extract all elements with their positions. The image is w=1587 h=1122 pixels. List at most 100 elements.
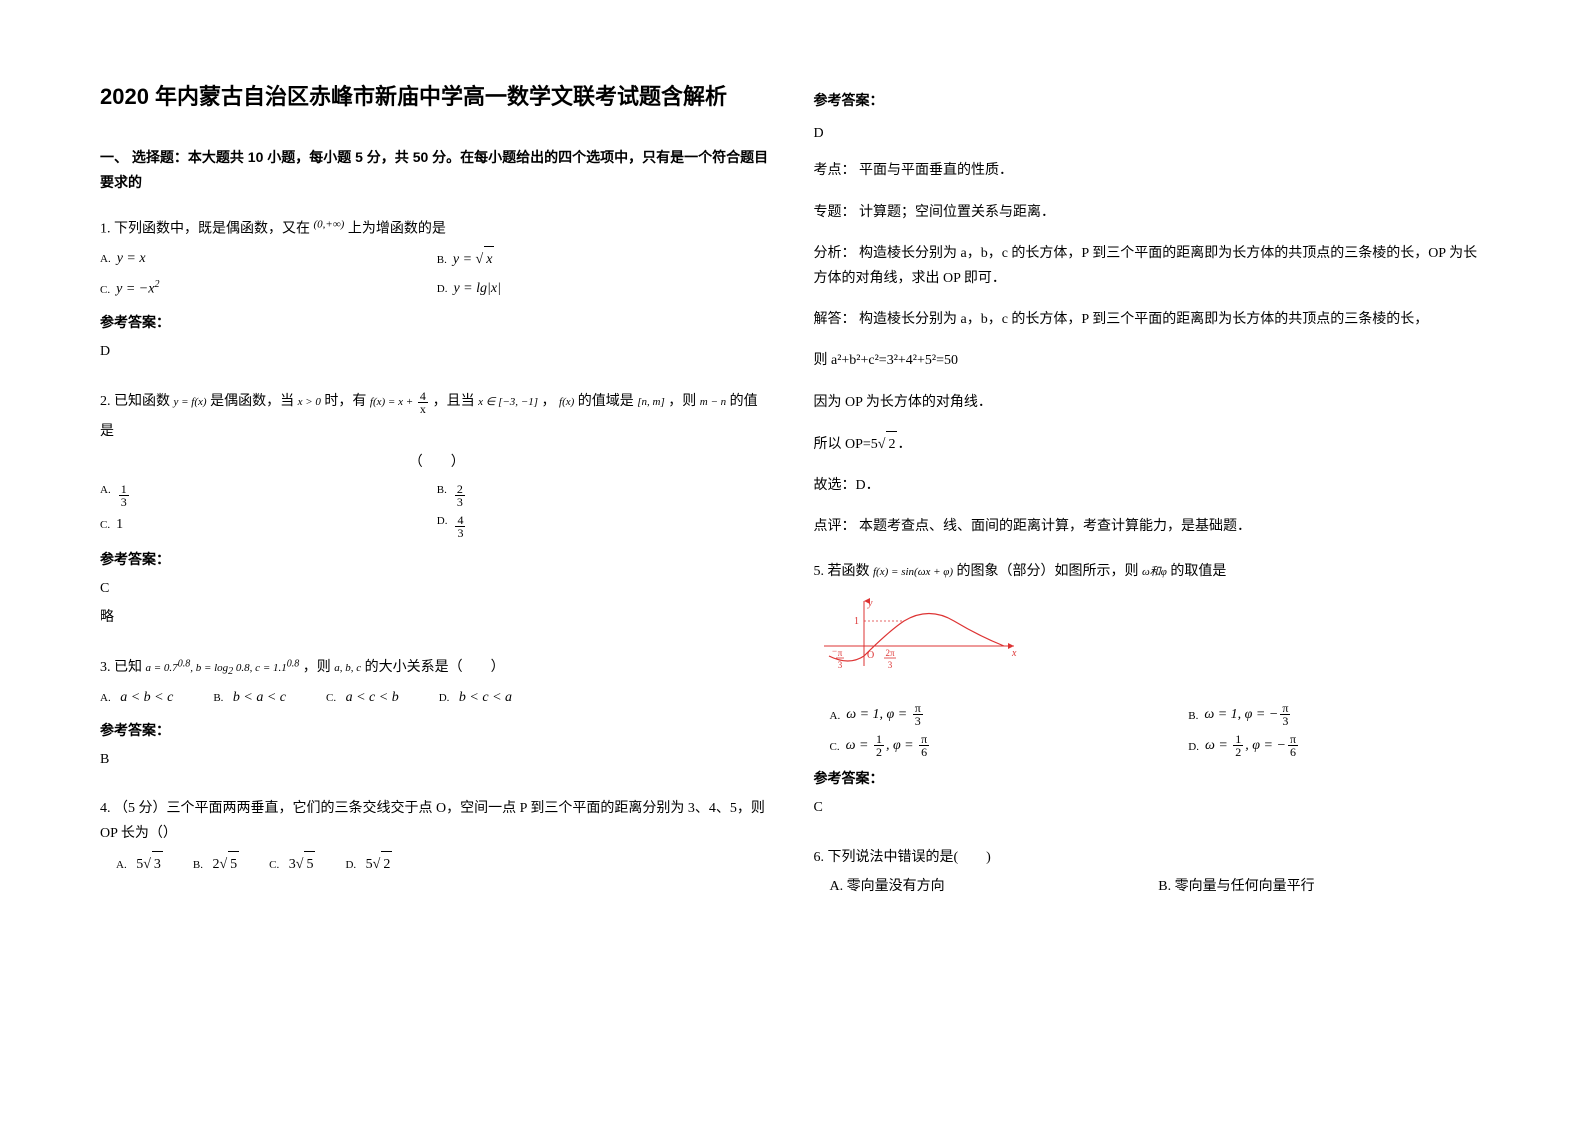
tick-neg-den: 3 — [837, 660, 842, 670]
q5-options: A. ω = 1, φ = π3 B. ω = 1, φ = −π3 C. ω … — [830, 702, 1488, 759]
q5-a-val: ω = 1, φ = π3 — [846, 702, 925, 727]
option-label: A. — [100, 250, 111, 270]
option-label: D. — [1188, 738, 1199, 758]
q5-b-num: π — [1280, 702, 1290, 715]
q5-c-d2: 6 — [919, 746, 929, 758]
q5-c-d1: 2 — [874, 746, 884, 758]
option-label: B. — [1188, 707, 1198, 727]
tick-pos-num: 2π — [885, 648, 895, 658]
q1-interval-val: (0,+∞) — [314, 218, 345, 230]
option-label: C. — [326, 692, 336, 704]
section-1-heading: 一、 选择题：本大题共 10 小题，每小题 5 分，共 50 分。在每小题给出的… — [100, 145, 774, 195]
q2-t9: 是 — [100, 419, 774, 444]
q1-answer: D — [100, 339, 774, 364]
q4-d: 5√2 — [366, 857, 393, 872]
q4-jd: 构造棱长分别为 a，b，c 的长方体，P 到三个平面的距离即为长方体的共顶点的三… — [859, 312, 1428, 327]
option-label: A. — [830, 707, 841, 727]
tick-neg: − — [832, 646, 837, 656]
q2-yeq: y = f(x) — [174, 396, 207, 408]
q2-option-a: A. 13 — [100, 481, 437, 508]
q1-option-a: A. y = x — [100, 246, 437, 272]
q3-options: A. a < b < c B. b < a < c C. a < c < b D… — [100, 685, 774, 710]
q3-answer: B — [100, 747, 774, 772]
option-label: B. — [213, 692, 223, 704]
q1-answer-label: 参考答案： — [100, 310, 774, 335]
q2-nm: [n, m] — [637, 396, 665, 408]
q4-l4-pre: 所以 OP=5 — [814, 437, 878, 452]
q4-sol-kp: 考点： 平面与平面垂直的性质． — [814, 158, 1488, 183]
q2-options-row-2: C. 1 D. 43 — [100, 512, 774, 539]
q3-option-a: A. a < b < c — [100, 685, 173, 710]
q2-fx: f(x) — [559, 396, 574, 408]
q2-note: 略 — [100, 605, 774, 630]
q1-opt-c-val: y = −x2 — [116, 276, 159, 302]
q5-option-d: D. ω = 12, φ = −π6 — [1188, 733, 1487, 758]
q4-l4-rad: 2 — [886, 431, 897, 457]
q5-answer-label: 参考答案： — [814, 766, 1488, 791]
q2-opta-frac: 13 — [119, 483, 129, 508]
q5-option-b: B. ω = 1, φ = −π3 — [1188, 702, 1487, 727]
tick-neg-num: π — [837, 648, 842, 658]
page-title: 2020 年内蒙古自治区赤峰市新庙中学高一数学文联考试题含解析 — [100, 80, 774, 113]
option-label: D. — [439, 692, 450, 704]
q2-d-den: 3 — [455, 527, 465, 539]
q1-options-row-1: A. y = x B. y = √x — [100, 246, 774, 272]
q4-option-a: A. 5√3 — [116, 851, 163, 877]
right-column: 参考答案： D 考点： 平面与平面垂直的性质． 专题： 计算题；空间位置关系与距… — [814, 80, 1488, 1042]
q5-a-pre: ω = 1, φ = — [846, 707, 911, 722]
q5-d-p1: ω = — [1205, 738, 1231, 753]
q4-dp-label: 点评： — [814, 519, 856, 534]
q5-text: 5. 若函数 f(x) = sin(ωx + φ) 的图象（部分）如图所示，则 … — [814, 559, 1488, 584]
q3-t1: 3. 已知 — [100, 660, 142, 675]
q2-option-b: B. 23 — [437, 481, 774, 508]
q5-d-val: ω = 12, φ = −π6 — [1205, 733, 1300, 758]
q4-jd-label: 解答： — [814, 312, 856, 327]
question-1: 1. 下列函数中，既是偶函数，又在 (0,+∞) 上为增函数的是 A. y = … — [100, 211, 774, 368]
q5-fx: f(x) = sin(ωx + φ) — [873, 566, 953, 578]
q2-t5: ， — [542, 394, 556, 409]
q4-kp-label: 考点： — [814, 163, 856, 178]
q1-opt-d-val: y = lg|x| — [453, 276, 500, 301]
q5-a-den: 3 — [913, 715, 923, 727]
q4-sol-jd: 解答： 构造棱长分别为 a，b，c 的长方体，P 到三个平面的距离即为长方体的共… — [814, 307, 1488, 332]
question-2: 2. 已知函数 y = f(x) 是偶函数，当 x > 0 时，有 f(x) =… — [100, 385, 774, 635]
q2-xin: x ∈ [−3, −1] — [478, 396, 538, 408]
q4-a: 5√3 — [136, 857, 163, 872]
q4-fx-label: 分析： — [814, 246, 856, 261]
q4-kp: 平面与平面垂直的性质． — [859, 163, 1013, 178]
q1-option-d: D. y = lg|x| — [437, 276, 774, 302]
option-label: A. — [100, 692, 111, 704]
q2-fxeq-pre: f(x) = x + — [370, 396, 416, 408]
tick-pos-den: 3 — [887, 660, 892, 670]
q4-sol-fx: 分析： 构造棱长分别为 a，b，c 的长方体，P 到三个平面的距离即为长方体的共… — [814, 241, 1488, 291]
q2-c-val: 1 — [116, 512, 123, 537]
question-5: 5. 若函数 f(x) = sin(ωx + φ) 的图象（部分）如图所示，则 … — [814, 555, 1488, 824]
q3-option-c: C. a < c < b — [326, 685, 399, 710]
q4-fx: 构造棱长分别为 a，b，c 的长方体，P 到三个平面的距离即为长方体的共顶点的三… — [814, 246, 1478, 286]
q2-text: 2. 已知函数 y = f(x) 是偶函数，当 x > 0 时，有 f(x) =… — [100, 389, 774, 415]
q4-sol-l5: 故选：D． — [814, 473, 1488, 498]
option-label: C. — [100, 281, 110, 301]
q4-dp: 本题考查点、线、面间的距离计算，考查计算能力，是基础题． — [859, 519, 1251, 534]
q2-t8: 的值 — [730, 394, 758, 409]
q6-text: 6. 下列说法中错误的是( ) — [814, 845, 1488, 870]
q4-option-b: B. 2√5 — [193, 851, 239, 877]
q2-t2: 是偶函数，当 — [210, 394, 294, 409]
q4-answer-label: 参考答案： — [814, 88, 1488, 113]
q3-answer-label: 参考答案： — [100, 718, 774, 743]
q3-t2: ，则 — [303, 660, 331, 675]
q2-fx-den: x — [418, 403, 428, 415]
q1-interval: (0,+∞) — [314, 222, 345, 237]
q5-d-d1: 2 — [1233, 746, 1243, 758]
q1-text: 1. 下列函数中，既是偶函数，又在 (0,+∞) 上为增函数的是 — [100, 215, 774, 242]
question-4: 4. （5 分）三个平面两两垂直，它们的三条交线交于点 O，空间一点 P 到三个… — [100, 792, 774, 881]
origin-label: O — [867, 650, 874, 661]
question-6: 6. 下列说法中错误的是( ) A. 零向量没有方向 B. 零向量与任何向量平行 — [814, 841, 1488, 903]
option-label: D. — [345, 859, 356, 871]
option-label: D. — [437, 280, 448, 300]
q3-d: b < c < a — [459, 690, 512, 705]
q2-answer-label: 参考答案： — [100, 547, 774, 572]
q2-t7: ，则 — [668, 394, 696, 409]
q3-c: a < c < b — [346, 690, 399, 705]
q2-t3: 时，有 — [324, 394, 366, 409]
